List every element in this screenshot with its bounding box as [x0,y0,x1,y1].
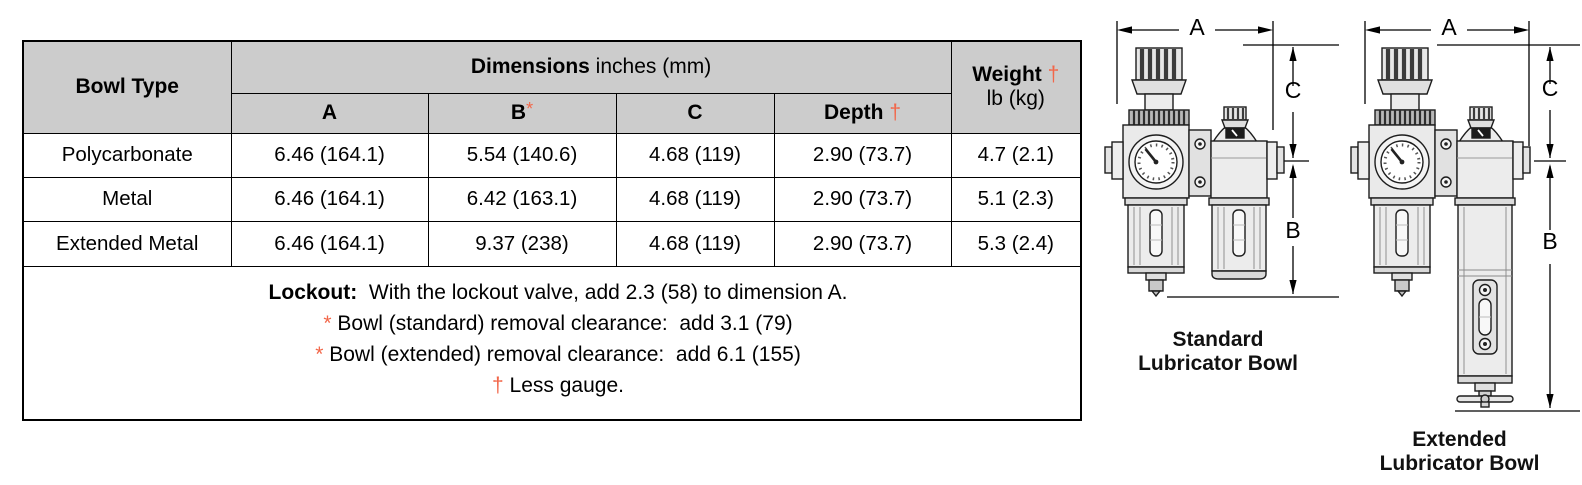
cell-c: 4.68 (119) [615,220,775,267]
dim-label-c: C [1541,75,1559,101]
connector-block [1188,129,1212,197]
lubricator-bowl-extended [1454,197,1516,408]
cell-weight: 5.3 (2.4) [950,220,1082,267]
dimensions-table: Bowl Type Dimensions inches (mm) Weight … [22,40,1083,421]
inlet-port [1104,141,1124,180]
dimensions-units: inches (mm) [589,55,712,79]
cell-a: 6.46 (164.1) [230,132,429,178]
dimensions-table-section: Bowl Type Dimensions inches (mm) Weight … [22,40,1083,421]
dimension-arrows [1365,26,1554,408]
dim-label-c: C [1284,77,1302,103]
cell-b: 5.54 (140.6) [427,132,617,178]
standard-lubricator-diagram [1093,8,1343,328]
cell-bowl-type: Polycarbonate [22,132,232,178]
extended-lubricator-diagram [1337,8,1582,420]
cell-c: 4.68 (119) [615,132,775,178]
column-header-c: C [615,92,775,134]
cell-weight: 4.7 (2.1) [950,132,1082,178]
weight-label: Weight [972,63,1048,87]
regulator-collar [1128,109,1190,126]
b-asterisk: * [526,99,534,119]
note-extended-clearance: * Bowl (extended) removal clearance: add… [315,342,801,366]
sight-glass [1472,279,1498,355]
column-header-weight: Weight † lb (kg) [950,40,1082,134]
note-standard-clearance: * Bowl (standard) removal clearance: add… [323,311,793,335]
lubricator-head [1210,106,1268,199]
cell-weight: 5.1 (2.3) [950,176,1082,222]
table-row: Extended Metal 6.46 (164.1) 9.37 (238) 4… [22,220,1082,267]
dim-label-b: B [1542,228,1558,254]
table-row: Metal 6.46 (164.1) 6.42 (163.1) 4.68 (11… [22,176,1082,222]
column-header-a: A [230,92,429,134]
cell-a: 6.46 (164.1) [230,220,429,267]
filter-bowl [1124,197,1188,298]
dimension-arrows [1117,26,1297,294]
cell-depth: 2.90 (73.7) [773,220,952,267]
frl-unit [1104,47,1285,298]
lubricator-bowl-standard [1208,197,1270,280]
column-header-depth: Depth † [773,92,952,134]
table-row: Polycarbonate 6.46 (164.1) 5.54 (140.6) … [22,132,1082,178]
dimension-lines [1364,21,1580,412]
extended-caption: Extended Lubricator Bowl [1379,428,1540,475]
cell-b: 6.42 (163.1) [427,176,617,222]
standard-lubricator-drawing [1104,21,1339,298]
column-header-b: B* [427,92,617,134]
weight-dagger: † [1047,63,1060,87]
cell-bowl-type: Metal [22,176,232,222]
note-less-gauge: † Less gauge. [492,373,624,397]
dimensions-label: Dimensions [470,55,590,79]
footnotes: Lockout: With the lockout valve, add 2.3… [22,265,1082,421]
dim-label-a: A [1189,14,1205,40]
dim-label-b: B [1285,217,1301,243]
standard-caption: Standard Lubricator Bowl [1138,328,1298,375]
cell-a: 6.46 (164.1) [230,176,429,222]
cell-depth: 2.90 (73.7) [773,132,952,178]
depth-dagger: † [889,101,902,124]
extended-lubricator-drawing [1337,21,1580,412]
pressure-gauge [1128,134,1184,190]
cell-c: 4.68 (119) [615,176,775,222]
dim-label-a: A [1441,14,1457,40]
cell-b: 9.37 (238) [427,220,617,267]
outlet-port [1266,141,1285,180]
bottom-drain [1456,375,1514,408]
cell-bowl-type: Extended Metal [22,220,232,267]
column-header-dimensions: Dimensions inches (mm) [230,40,952,94]
weight-units: lb (kg) [986,87,1045,111]
column-header-bowl-type: Bowl Type [22,40,232,134]
cell-depth: 2.90 (73.7) [773,176,952,222]
drain-fitting [1145,272,1167,298]
note-lockout: Lockout: With the lockout valve, add 2.3… [268,280,848,304]
regulator-knob [1131,47,1187,111]
